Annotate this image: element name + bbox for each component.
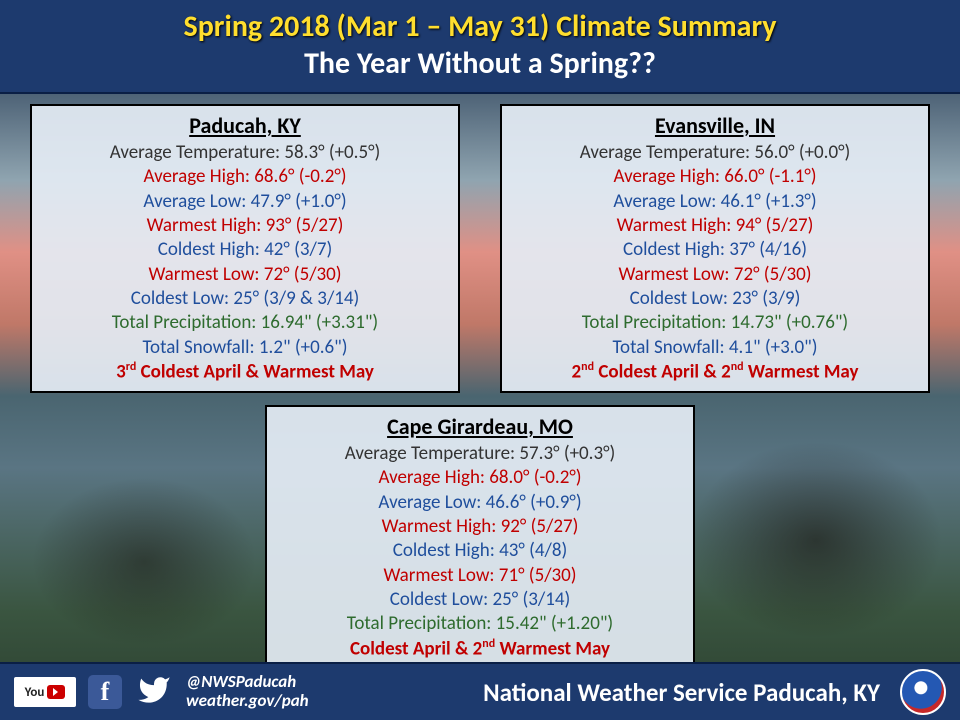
twitter-icon[interactable] <box>134 673 174 712</box>
total-precip: Total Precipitation: 16.94" (+3.31") <box>50 311 440 335</box>
card-evansville: Evansville, IN Average Temperature: 56.0… <box>500 104 930 393</box>
header-bar: Spring 2018 (Mar 1 – May 31) Climate Sum… <box>0 0 960 94</box>
avg-temp: Average Temperature: 57.3° (+0.3°) <box>285 442 675 466</box>
avg-temp: Average Temperature: 56.0° (+0.0°) <box>520 141 910 165</box>
avg-low: Average Low: 46.6° (+0.9°) <box>285 491 675 515</box>
handle-line2: weather.gov/pah <box>186 692 309 711</box>
main-title: Spring 2018 (Mar 1 – May 31) Climate Sum… <box>20 8 940 45</box>
avg-high: Average High: 68.0° (-0.2°) <box>285 466 675 490</box>
sub-title: The Year Without a Spring?? <box>20 45 940 82</box>
card-title: Cape Girardeau, MO <box>285 413 675 440</box>
warmest-low: Warmest Low: 72° (5/30) <box>50 263 440 287</box>
rank-note: Coldest April & 2nd Warmest May <box>285 637 675 660</box>
avg-high: Average High: 66.0° (-1.1°) <box>520 165 910 189</box>
warmest-low: Warmest Low: 72° (5/30) <box>520 263 910 287</box>
social-handle: @NWSPaducah weather.gov/pah <box>186 673 309 710</box>
avg-low: Average Low: 47.9° (+1.0°) <box>50 190 440 214</box>
coldest-low: Coldest Low: 25° (3/14) <box>285 588 675 612</box>
warmest-high: Warmest High: 93° (5/27) <box>50 214 440 238</box>
card-paducah: Paducah, KY Average Temperature: 58.3° (… <box>30 104 460 393</box>
coldest-high: Coldest High: 42° (3/7) <box>50 238 440 262</box>
coldest-high: Coldest High: 43° (4/8) <box>285 539 675 563</box>
warmest-low: Warmest Low: 71° (5/30) <box>285 564 675 588</box>
total-precip: Total Precipitation: 15.42" (+1.20") <box>285 612 675 636</box>
youtube-icon[interactable]: You <box>14 677 76 707</box>
total-snow: Total Snowfall: 1.2" (+0.6") <box>50 336 440 360</box>
nws-logo-icon <box>900 669 946 715</box>
avg-high: Average High: 68.6° (-0.2°) <box>50 165 440 189</box>
coldest-low: Coldest Low: 25° (3/9 & 3/14) <box>50 287 440 311</box>
rank-note: 3rd Coldest April & Warmest May <box>50 360 440 383</box>
total-precip: Total Precipitation: 14.73" (+0.76") <box>520 311 910 335</box>
facebook-icon[interactable]: f <box>88 675 122 709</box>
card-title: Paducah, KY <box>50 112 440 139</box>
total-snow: Total Snowfall: 4.1" (+3.0") <box>520 336 910 360</box>
avg-temp: Average Temperature: 58.3° (+0.5°) <box>50 141 440 165</box>
rank-note: 2nd Coldest April & 2nd Warmest May <box>520 360 910 383</box>
content-area: Paducah, KY Average Temperature: 58.3° (… <box>0 94 960 644</box>
agency-name: National Weather Service Paducah, KY <box>321 677 888 708</box>
card-title: Evansville, IN <box>520 112 910 139</box>
warmest-high: Warmest High: 94° (5/27) <box>520 214 910 238</box>
warmest-high: Warmest High: 92° (5/27) <box>285 515 675 539</box>
coldest-low: Coldest Low: 23° (3/9) <box>520 287 910 311</box>
coldest-high: Coldest High: 37° (4/16) <box>520 238 910 262</box>
avg-low: Average Low: 46.1° (+1.3°) <box>520 190 910 214</box>
card-cape-girardeau: Cape Girardeau, MO Average Temperature: … <box>265 405 695 670</box>
footer-bar: You f @NWSPaducah weather.gov/pah Nation… <box>0 662 960 720</box>
